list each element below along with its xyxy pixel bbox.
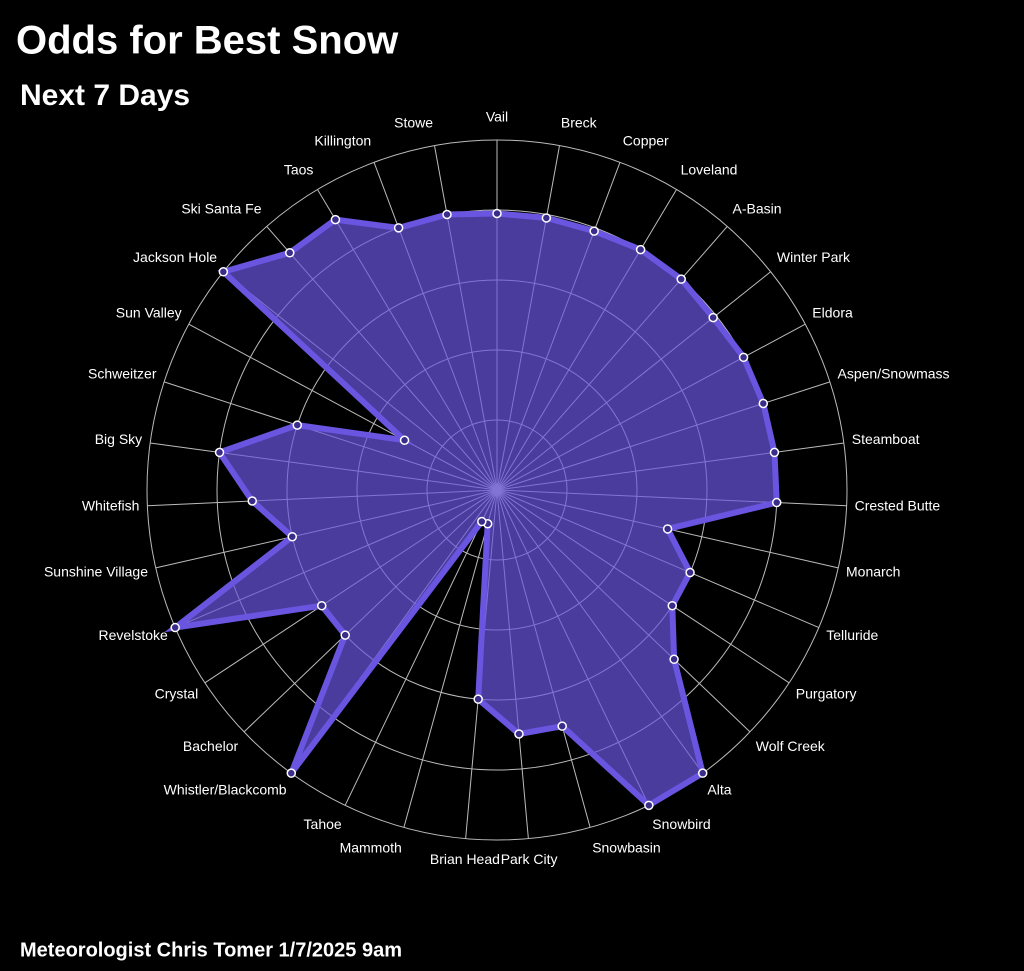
point (697, 768, 708, 778)
point (589, 226, 599, 236)
category-label: Breck (561, 115, 598, 131)
footer: Meteorologist Chris Tomer 1/7/2025 9am (20, 939, 402, 961)
chart-subtitle: Next 7 Days (20, 79, 190, 112)
category-label: Killington (314, 132, 371, 148)
category-label: Park City (501, 851, 558, 867)
category-label: Whistler/Blackcomb (164, 782, 287, 798)
point (771, 497, 782, 508)
point (316, 600, 327, 611)
point (541, 213, 552, 223)
point (292, 420, 303, 430)
category-label: Loveland (681, 161, 738, 177)
point (247, 496, 257, 506)
category-label: Ski Santa Fe (181, 201, 261, 217)
point (769, 447, 780, 458)
point (473, 694, 483, 704)
category-label: Copper (623, 132, 669, 148)
point (284, 248, 295, 258)
point (557, 721, 567, 731)
point (662, 524, 673, 534)
point (330, 214, 341, 225)
category-label: Snowbasin (592, 839, 661, 855)
category-label: Aspen/Snowmass (838, 366, 950, 382)
category-label: A-Basin (733, 201, 782, 217)
category-label: Revelstoke (99, 627, 168, 643)
category-label: Sun Valley (116, 304, 182, 320)
spoke (344, 489, 498, 806)
category-label: Crested Butte (855, 497, 941, 513)
category-label: Big Sky (95, 431, 142, 447)
category-label: Eldora (812, 304, 853, 320)
point (214, 447, 225, 458)
radar-area (164, 210, 780, 810)
point (399, 435, 410, 445)
point (644, 800, 654, 811)
point (286, 768, 297, 778)
category-label: Mammoth (340, 839, 402, 855)
category-label: Telluride (826, 627, 878, 643)
point (393, 223, 404, 233)
point (442, 209, 452, 220)
category-label: Jackson Hole (133, 249, 217, 265)
spoke (403, 489, 498, 828)
point (676, 274, 686, 284)
point (667, 600, 678, 611)
category-label: Crystal (155, 686, 199, 702)
category-label: Wolf Creek (756, 738, 826, 754)
category-label: Schweitzer (88, 366, 157, 382)
point (492, 208, 502, 219)
category-label: Winter Park (777, 249, 851, 265)
point (340, 630, 350, 640)
category-label: Stowe (394, 115, 433, 131)
category-label: Whitefish (82, 497, 140, 513)
category-label: Taos (284, 161, 314, 177)
category-label: Tahoe (304, 816, 342, 832)
category-label: Brian Head (430, 851, 500, 867)
point (685, 567, 695, 578)
point (738, 352, 749, 363)
point (635, 244, 646, 255)
category-label: Snowbird (652, 816, 710, 832)
point (477, 516, 487, 527)
category-label: Vail (486, 109, 508, 125)
category-label: Steamboat (852, 431, 920, 447)
category-label: Purgatory (796, 686, 857, 702)
point (669, 654, 679, 665)
category-label: Bachelor (183, 738, 239, 754)
point (514, 729, 524, 739)
point (218, 267, 229, 277)
point (287, 531, 298, 542)
point (170, 622, 180, 633)
point (758, 398, 769, 409)
category-label: Alta (707, 782, 731, 798)
point (708, 312, 718, 323)
category-label: Sunshine Village (44, 564, 148, 580)
category-label: Monarch (846, 564, 900, 580)
chart-title: Odds for Best Snow (16, 19, 399, 63)
